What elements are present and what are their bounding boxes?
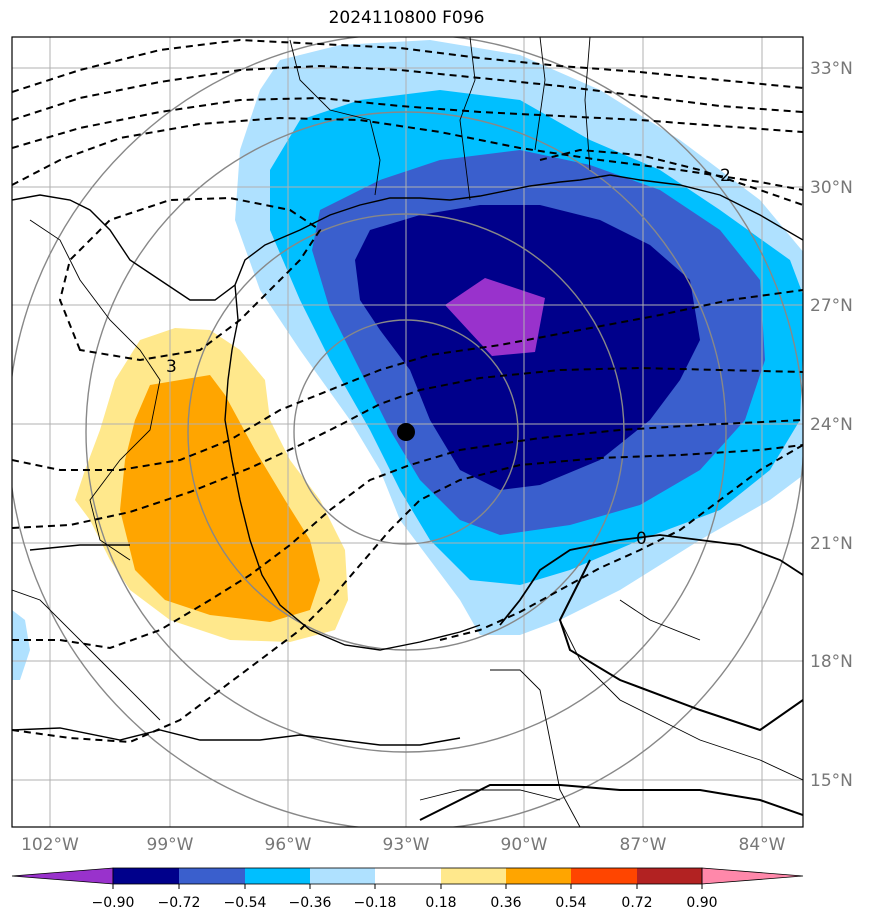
colorbar-tick-label: 0.54 xyxy=(555,895,586,911)
graticule xyxy=(12,37,803,827)
lon-label: 93°W xyxy=(383,835,430,855)
colorbar-segment xyxy=(571,868,637,884)
lat-labels: 33°N 30°N 27°N 24°N 21°N 18°N 15°N xyxy=(810,59,853,791)
colorbar-segment xyxy=(310,868,375,884)
colorbar-tick-label: −0.36 xyxy=(289,895,332,911)
map-frame xyxy=(11,36,804,828)
colorbar-tick-label: −0.18 xyxy=(354,895,397,911)
map-area: 3 2 0 xyxy=(12,37,803,827)
lon-label: 90°W xyxy=(501,835,548,855)
colorbar-extend-left xyxy=(11,867,114,885)
colorbar-frame xyxy=(112,867,703,885)
lat-label: 18°N xyxy=(810,652,853,672)
lon-label: 84°W xyxy=(739,835,786,855)
lat-label: 27°N xyxy=(810,296,853,316)
colorbar-segment xyxy=(113,868,179,884)
colorbar-tick-label: 0.18 xyxy=(425,895,456,911)
colorbar-tick-label: −0.90 xyxy=(92,895,135,911)
lat-label: 24°N xyxy=(810,415,853,435)
colorbar-tick-label: 0.36 xyxy=(490,895,521,911)
colorbar-tick-label: −0.54 xyxy=(224,895,267,911)
boundary-lines xyxy=(419,559,803,821)
field-purple xyxy=(445,278,545,356)
colorbar-tick-label: −0.72 xyxy=(158,895,201,911)
lon-label: 87°W xyxy=(620,835,667,855)
lat-label: 15°N xyxy=(810,771,853,791)
contour-label-2: 2 xyxy=(720,166,731,186)
colorbar-tick-label: 0.72 xyxy=(621,895,652,911)
lon-label: 96°W xyxy=(265,835,312,855)
contour-label-0: 0 xyxy=(636,529,647,549)
borders xyxy=(12,37,803,827)
colorbar-segment xyxy=(637,868,702,884)
colorbar-extend-right xyxy=(701,867,804,885)
coastlines xyxy=(12,174,803,746)
colorbar-tick-label: 0.90 xyxy=(686,895,717,911)
lon-label: 99°W xyxy=(147,835,194,855)
contour-label-3: 3 xyxy=(166,357,177,377)
colorbar-ticks xyxy=(112,884,703,889)
lon-label: 102°W xyxy=(21,835,79,855)
lon-labels: 102°W 99°W 96°W 93°W 90°W 87°W 84°W xyxy=(21,835,786,855)
colorbar-segment xyxy=(506,868,571,884)
map-title: 2024110800 F096 xyxy=(328,8,485,28)
range-rings xyxy=(12,37,803,827)
colorbar-segment xyxy=(179,868,245,884)
colorbar-segment xyxy=(441,868,506,884)
lat-label: 21°N xyxy=(810,534,853,554)
storm-center-marker xyxy=(397,423,415,441)
dashed-contours xyxy=(12,38,803,744)
lat-label: 33°N xyxy=(810,59,853,79)
lat-label: 30°N xyxy=(810,178,853,198)
colorbar: −0.90 −0.72 −0.54 −0.36 −0.18 0.18 0.36 … xyxy=(11,867,804,911)
field-light-blue-west xyxy=(12,610,30,680)
colorbar-segment xyxy=(375,868,441,884)
colorbar-segment xyxy=(245,868,310,884)
